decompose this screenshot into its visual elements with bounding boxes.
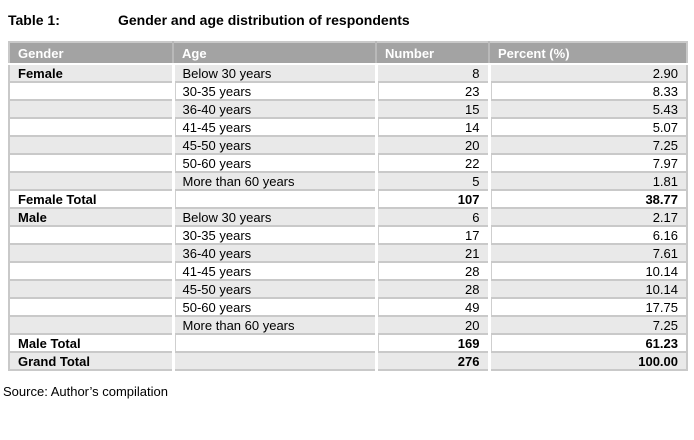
percent-cell: 1.81: [487, 171, 687, 190]
gender-cell: [9, 225, 173, 244]
percent-cell: 10.14: [487, 279, 687, 298]
age-cell: [171, 189, 376, 208]
number-cell: 49: [374, 297, 489, 316]
table-row: 41-45 years 28 10.14: [9, 261, 687, 280]
table-row: More than 60 years 5 1.81: [9, 171, 687, 190]
gender-cell: [9, 81, 173, 100]
gender-cell: [9, 135, 173, 154]
age-cell: [171, 333, 376, 352]
percent-cell: 2.90: [487, 63, 687, 82]
age-cell: Below 30 years: [171, 207, 376, 226]
percent-cell: 10.14: [487, 261, 687, 280]
percent-cell: 38.77: [487, 189, 687, 208]
column-header-percent: Percent (%): [488, 42, 687, 64]
header-row: Gender Age Number Percent (%): [9, 42, 687, 64]
gender-cell: [9, 297, 173, 316]
percent-cell: 2.17: [487, 207, 687, 226]
table-row: Female Below 30 years 8 2.90: [9, 63, 687, 82]
table-body: Female Below 30 years 8 2.90 30-35 years…: [9, 63, 687, 370]
gender-cell: Male Total: [9, 333, 173, 352]
gender-cell: Female Total: [9, 189, 173, 208]
table-row: 30-35 years 17 6.16: [9, 225, 687, 244]
document-page: Table 1: Gender and age distribution of …: [3, 12, 688, 399]
number-cell: 6: [374, 207, 489, 226]
age-cell: More than 60 years: [171, 315, 376, 334]
percent-cell: 17.75: [487, 297, 687, 316]
table-row: Male Total 169 61.23: [9, 333, 687, 352]
gender-cell: Grand Total: [9, 351, 173, 370]
number-cell: 107: [374, 189, 489, 208]
gender-cell: [9, 99, 173, 118]
number-cell: 23: [374, 81, 489, 100]
age-cell: 30-35 years: [171, 225, 376, 244]
percent-cell: 7.25: [487, 135, 687, 154]
number-cell: 20: [374, 135, 489, 154]
table-number-label: Table 1:: [8, 12, 60, 28]
percent-cell: 100.00: [487, 351, 687, 370]
table-title: Table 1: Gender and age distribution of …: [8, 12, 686, 28]
number-cell: 17: [374, 225, 489, 244]
gender-cell: [9, 279, 173, 298]
percent-cell: 5.43: [487, 99, 687, 118]
table-row: 36-40 years 15 5.43: [9, 99, 687, 118]
percent-cell: 61.23: [487, 333, 687, 352]
gender-age-table: Gender Age Number Percent (%) Female Bel…: [8, 41, 688, 371]
table-header: Gender Age Number Percent (%): [9, 42, 687, 64]
number-cell: 15: [374, 99, 489, 118]
gender-cell: [9, 243, 173, 262]
age-cell: More than 60 years: [171, 171, 376, 190]
number-cell: 22: [374, 153, 489, 172]
percent-cell: 5.07: [487, 117, 687, 136]
table-row: 30-35 years 23 8.33: [9, 81, 687, 100]
age-cell: 41-45 years: [171, 117, 376, 136]
age-cell: 45-50 years: [171, 279, 376, 298]
age-cell: 41-45 years: [171, 261, 376, 280]
gender-cell: [9, 117, 173, 136]
number-cell: 5: [374, 171, 489, 190]
table-row: 36-40 years 21 7.61: [9, 243, 687, 262]
gender-cell: [9, 315, 173, 334]
percent-cell: 6.16: [487, 225, 687, 244]
table-row: Grand Total 276 100.00: [9, 351, 687, 370]
percent-cell: 7.97: [487, 153, 687, 172]
table-row: More than 60 years 20 7.25: [9, 315, 687, 334]
number-cell: 276: [374, 351, 489, 370]
table-row: 45-50 years 20 7.25: [9, 135, 687, 154]
gender-cell: Male: [9, 207, 173, 226]
age-cell: 50-60 years: [171, 153, 376, 172]
age-cell: Below 30 years: [171, 63, 376, 82]
age-cell: 30-35 years: [171, 81, 376, 100]
gender-cell: [9, 153, 173, 172]
column-header-number: Number: [375, 42, 489, 64]
table-row: 50-60 years 22 7.97: [9, 153, 687, 172]
number-cell: 28: [374, 279, 489, 298]
number-cell: 20: [374, 315, 489, 334]
gender-cell: Female: [9, 63, 173, 82]
table-row: Female Total 107 38.77: [9, 189, 687, 208]
table-row: Male Below 30 years 6 2.17: [9, 207, 687, 226]
table-row: 41-45 years 14 5.07: [9, 117, 687, 136]
source-note: Source: Author’s compilation: [3, 384, 169, 399]
gender-cell: [9, 171, 173, 190]
table-row: 50-60 years 49 17.75: [9, 297, 687, 316]
percent-cell: 8.33: [487, 81, 687, 100]
number-cell: 28: [374, 261, 489, 280]
table-caption: Gender and age distribution of responden…: [118, 12, 410, 28]
number-cell: 21: [374, 243, 489, 262]
age-cell: 50-60 years: [171, 297, 376, 316]
age-cell: 36-40 years: [171, 243, 376, 262]
number-cell: 169: [374, 333, 489, 352]
number-cell: 8: [374, 63, 489, 82]
age-cell: [171, 351, 376, 370]
column-header-gender: Gender: [9, 42, 173, 64]
percent-cell: 7.61: [487, 243, 687, 262]
age-cell: 36-40 years: [171, 99, 376, 118]
number-cell: 14: [374, 117, 489, 136]
table-row: 45-50 years 28 10.14: [9, 279, 687, 298]
column-header-age: Age: [172, 42, 376, 64]
gender-cell: [9, 261, 173, 280]
age-cell: 45-50 years: [171, 135, 376, 154]
percent-cell: 7.25: [487, 315, 687, 334]
